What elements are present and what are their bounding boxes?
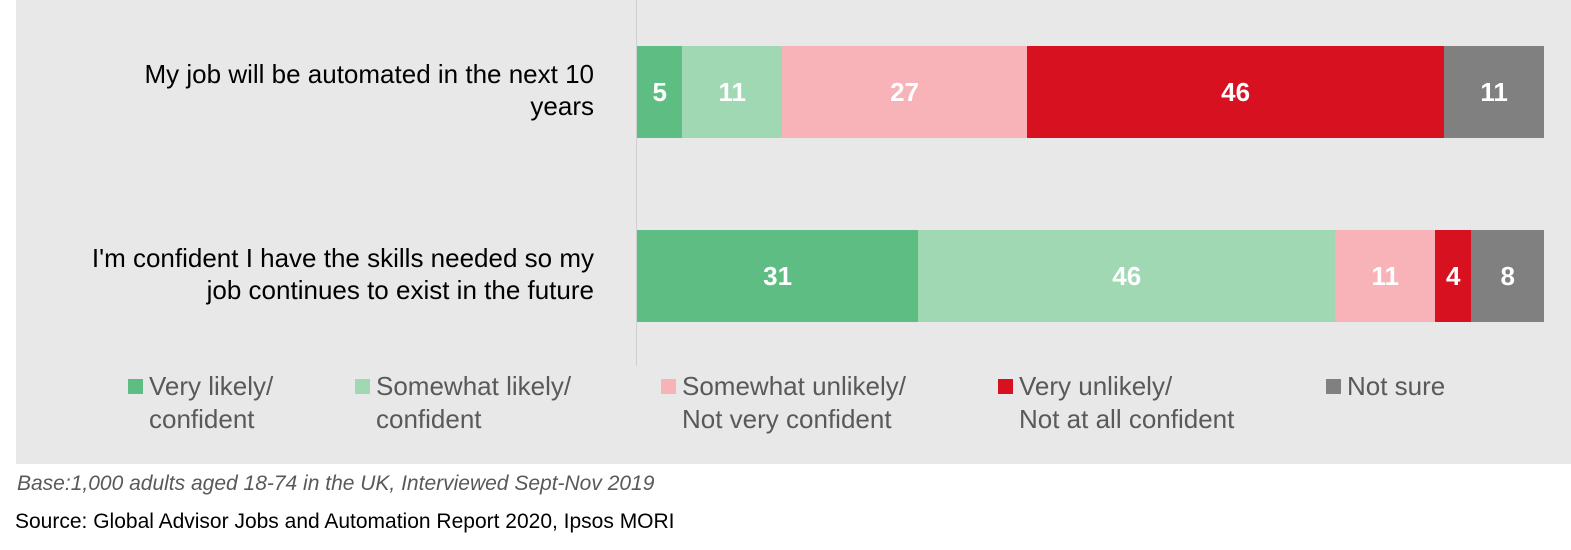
legend-swatch	[998, 379, 1013, 394]
legend-swatch	[128, 379, 143, 394]
bar-segment-somewhat-likely-confident: 46	[918, 230, 1336, 322]
legend-label: Somewhat unlikely/	[682, 371, 906, 401]
legend-item-somewhat-unlikely: Somewhat unlikely/ Not very confident	[661, 370, 906, 436]
legend-swatch	[1326, 379, 1341, 394]
legend: Very likely/ confident Somewhat likely/ …	[0, 370, 1571, 440]
bar-segment-somewhat-unlikely-not-very-confident: 27	[782, 46, 1027, 138]
category-axis-line	[636, 0, 637, 366]
category-label-skills: I'm confident I have the skills needed s…	[0, 242, 594, 306]
base-footnote: Base:1,000 adults aged 18-74 in the UK, …	[17, 472, 655, 495]
legend-label: Not at all confident	[1019, 404, 1235, 434]
data-label: 46	[1112, 260, 1142, 291]
bar-segment-not-sure: 11	[1444, 46, 1544, 138]
category-label-line: years	[530, 91, 594, 121]
legend-label: Not sure	[1347, 371, 1446, 401]
bar-segment-not-sure: 8	[1471, 230, 1544, 322]
bar-row-skills: 31 46 11 4 8	[637, 230, 1544, 322]
data-label: 11	[1371, 260, 1400, 291]
legend-label: Somewhat likely/	[376, 371, 572, 401]
data-label: 11	[718, 76, 746, 107]
bar-segment-very-likely-confident: 5	[637, 46, 683, 138]
legend-item-somewhat-likely: Somewhat likely/ confident	[355, 370, 571, 436]
legend-label: confident	[376, 404, 482, 434]
legend-swatch	[661, 379, 676, 394]
source-footnote: Source: Global Advisor Jobs and Automati…	[15, 510, 675, 533]
category-label-line: I'm confident I have the skills needed s…	[91, 243, 594, 273]
data-label: 4	[1446, 260, 1461, 291]
category-label-line: My job will be automated in the next 10	[144, 59, 594, 89]
category-label-automated: My job will be automated in the next 10 …	[0, 58, 594, 122]
legend-label: Very likely/	[149, 371, 274, 401]
bar-segment-very-unlikely-not-at-all-confident: 4	[1435, 230, 1472, 322]
legend-label: confident	[149, 404, 255, 434]
legend-item-very-likely: Very likely/ confident	[128, 370, 273, 436]
legend-label: Very unlikely/	[1019, 371, 1173, 401]
data-label: 27	[890, 76, 919, 107]
legend-swatch	[355, 379, 370, 394]
bar-segment-somewhat-unlikely-not-very-confident: 11	[1335, 230, 1436, 322]
bar-segment-very-unlikely-not-at-all-confident: 46	[1026, 46, 1445, 138]
data-label: 46	[1221, 76, 1251, 107]
data-label: 31	[763, 260, 793, 291]
bar-row-automated: 5 11 27 46 11	[637, 46, 1544, 138]
legend-item-not-sure: Not sure	[1326, 370, 1445, 403]
data-label: 8	[1500, 260, 1515, 291]
data-label: 5	[652, 76, 667, 107]
data-label: 11	[1480, 76, 1508, 107]
legend-label: Not very confident	[682, 404, 892, 434]
legend-item-very-unlikely: Very unlikely/ Not at all confident	[998, 370, 1234, 436]
bar-segment-very-likely-confident: 31	[637, 230, 919, 322]
category-label-line: job continues to exist in the future	[206, 275, 594, 305]
chart-panel: My job will be automated in the next 10 …	[16, 0, 1571, 464]
bar-segment-somewhat-likely-confident: 11	[682, 46, 783, 138]
